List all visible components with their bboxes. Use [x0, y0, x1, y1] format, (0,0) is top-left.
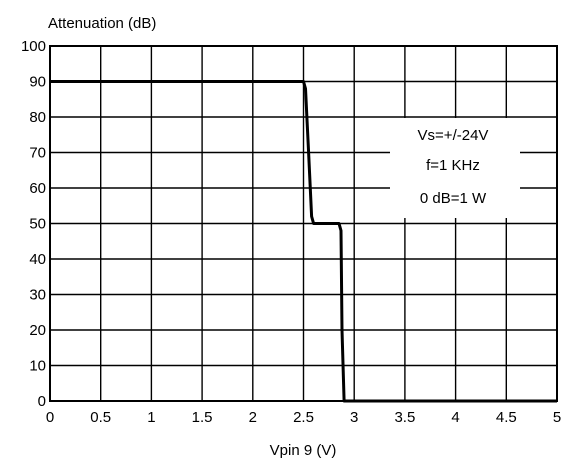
x-tick-label: 3 [350, 409, 358, 426]
x-tick-label: 2.5 [293, 409, 314, 426]
attenuation-line [50, 80, 557, 403]
y-tick-label: 30 [29, 287, 46, 304]
y-tick-labels: 0 10 20 30 40 50 60 70 80 90 100 [21, 38, 46, 410]
annotation-box [390, 118, 520, 218]
y-tick-label: 70 [29, 145, 46, 162]
annotation-group: Vs=+/-24V f=1 KHz 0 dB=1 W [418, 127, 489, 207]
y-tick-label: 90 [29, 74, 46, 91]
y-tick-label: 40 [29, 251, 46, 268]
x-tick-label: 3.5 [394, 409, 415, 426]
y-axis-title: Attenuation (dB) [48, 15, 156, 32]
x-tick-label: 4 [451, 409, 459, 426]
x-tick-label: 5 [553, 409, 561, 426]
y-tick-label: 20 [29, 322, 46, 339]
x-tick-label: 0 [46, 409, 54, 426]
x-tick-labels: 0 0.5 1 1.5 2 2.5 3 3.5 4 4.5 5 [46, 409, 561, 426]
annotation-text: f=1 KHz [426, 157, 480, 174]
annotation-text: 0 dB=1 W [420, 190, 487, 207]
y-tick-label: 10 [29, 358, 46, 375]
y-tick-label: 100 [21, 38, 46, 55]
x-tick-label: 2 [249, 409, 257, 426]
x-tick-label: 0.5 [90, 409, 111, 426]
x-tick-label: 1.5 [192, 409, 213, 426]
x-tick-label: 4.5 [496, 409, 517, 426]
y-tick-label: 60 [29, 180, 46, 197]
annotation-text: Vs=+/-24V [418, 127, 489, 144]
y-tick-label: 80 [29, 109, 46, 126]
y-tick-label: 50 [29, 216, 46, 233]
x-axis-title: Vpin 9 (V) [270, 442, 337, 459]
y-tick-label: 0 [38, 393, 46, 410]
x-tick-label: 1 [147, 409, 155, 426]
